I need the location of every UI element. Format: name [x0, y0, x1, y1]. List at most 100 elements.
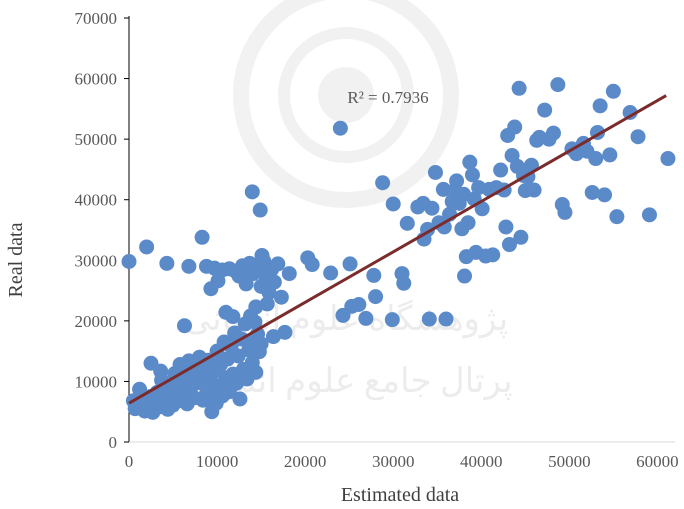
data-point	[462, 154, 478, 170]
x-tick-label: 30000	[372, 452, 415, 471]
data-point	[605, 83, 621, 99]
data-point	[584, 184, 600, 200]
data-point	[421, 311, 437, 327]
data-point	[221, 379, 237, 395]
data-point	[277, 324, 293, 340]
data-point	[181, 258, 197, 274]
data-point	[368, 289, 384, 305]
data-point	[474, 201, 490, 217]
data-point	[351, 297, 367, 313]
data-point	[208, 395, 224, 411]
data-point	[485, 247, 501, 263]
data-point	[254, 247, 270, 263]
data-point	[507, 119, 523, 135]
data-point	[235, 369, 251, 385]
data-point	[332, 120, 348, 136]
data-point	[240, 264, 256, 280]
data-point	[266, 274, 282, 290]
data-point	[537, 102, 553, 118]
data-point	[394, 266, 410, 282]
data-point	[132, 381, 148, 397]
data-point	[513, 229, 529, 245]
data-point	[424, 200, 440, 216]
x-tick-label: 10000	[196, 452, 239, 471]
data-point	[304, 257, 320, 273]
data-point	[171, 376, 187, 392]
data-point	[449, 173, 465, 189]
data-point	[228, 263, 244, 279]
data-point	[323, 265, 339, 281]
data-point	[641, 207, 657, 223]
data-point	[265, 329, 281, 345]
data-point	[385, 196, 401, 212]
x-tick-label: 40000	[460, 452, 503, 471]
data-point	[358, 310, 374, 326]
data-point	[630, 129, 646, 145]
data-point	[194, 229, 210, 245]
data-point	[592, 98, 608, 114]
x-axis: 0 10000 20000 30000 40000 50000 60000	[125, 441, 679, 471]
data-point	[153, 363, 169, 379]
data-point	[588, 151, 604, 167]
y-tick-label: 30000	[75, 251, 118, 270]
data-point	[501, 237, 517, 253]
data-point	[176, 318, 192, 334]
y-tick-label: 20000	[75, 312, 118, 331]
y-tick-label: 70000	[75, 9, 118, 28]
data-point	[273, 289, 289, 305]
x-tick-label: 60000	[636, 452, 679, 471]
data-point	[464, 167, 480, 183]
data-point	[384, 312, 400, 328]
data-point	[660, 151, 676, 167]
x-tick-label: 0	[125, 452, 134, 471]
r-squared-label: R² = 0.7936	[347, 88, 428, 107]
trendline-group	[128, 94, 667, 405]
data-point	[342, 256, 358, 272]
data-point	[460, 215, 476, 231]
data-point	[545, 125, 561, 141]
data-point	[435, 181, 451, 197]
data-point	[259, 296, 275, 312]
data-point	[550, 77, 566, 93]
y-tick-label: 10000	[75, 372, 118, 391]
data-point	[375, 175, 391, 191]
data-point	[511, 80, 527, 96]
data-point	[609, 209, 625, 225]
x-tick-label: 20000	[284, 452, 327, 471]
data-point	[270, 256, 286, 272]
data-point	[248, 364, 264, 380]
y-tick-label: 40000	[75, 191, 118, 210]
y-tick-label: 50000	[75, 130, 118, 149]
data-point	[121, 253, 137, 269]
data-point	[244, 184, 260, 200]
data-point	[457, 268, 473, 284]
data-point	[281, 266, 297, 282]
data-point	[159, 255, 175, 271]
data-point	[493, 162, 509, 178]
data-point	[366, 267, 382, 283]
data-point	[247, 314, 263, 330]
data-point	[597, 187, 613, 203]
data-point	[427, 164, 443, 180]
data-point	[225, 309, 241, 325]
data-point	[498, 219, 514, 235]
data-point	[252, 202, 268, 218]
y-axis: 0 10000 20000 30000 40000 50000 60000 70000	[75, 9, 130, 452]
data-point	[253, 336, 269, 352]
data-point	[399, 215, 415, 231]
y-tick-label: 60000	[75, 70, 118, 89]
data-point	[557, 204, 573, 220]
trendline	[128, 94, 667, 405]
data-point	[438, 311, 454, 327]
y-tick-label: 0	[109, 433, 118, 452]
y-axis-title: Real data	[5, 222, 27, 297]
data-point	[602, 147, 618, 163]
x-tick-label: 50000	[548, 452, 591, 471]
data-point	[139, 239, 155, 255]
data-point	[526, 182, 542, 198]
data-point	[248, 299, 264, 315]
data-point	[232, 391, 248, 407]
x-axis-title: Estimated data	[341, 484, 459, 506]
data-point	[622, 104, 638, 120]
